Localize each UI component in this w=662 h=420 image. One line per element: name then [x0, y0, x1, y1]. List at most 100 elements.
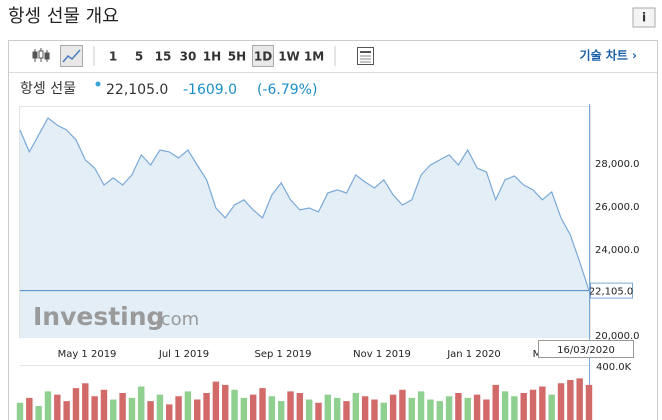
- volume-bar: [408, 397, 415, 420]
- volume-bar: [296, 393, 304, 420]
- interval-button[interactable]: 5H: [228, 50, 246, 64]
- page-title: 항셍 선물 개요: [8, 6, 119, 27]
- advanced-chart-link[interactable]: 기술 차트 ›: [580, 48, 638, 63]
- interval-button[interactable]: 1: [109, 50, 117, 64]
- quote-change-percent: (-6.79%): [257, 82, 317, 98]
- price-line: [19, 117, 590, 291]
- volume-bar: [380, 402, 387, 420]
- interval-selected[interactable]: [252, 45, 274, 67]
- info-button-label[interactable]: i: [642, 11, 646, 25]
- volume-bar: [576, 378, 583, 420]
- volume-bar: [417, 391, 425, 420]
- interval-button[interactable]: 1M: [304, 50, 324, 64]
- volume-bar: [324, 394, 332, 420]
- volume-bar: [343, 401, 350, 420]
- volume-bar: [501, 391, 509, 420]
- volume-bar: [427, 399, 434, 420]
- volume-bar: [520, 393, 527, 420]
- volume-bar: [100, 389, 108, 420]
- volume-bar: [147, 401, 154, 420]
- x-tick-label: May 1 2019: [58, 349, 117, 360]
- volume-bar: [539, 386, 546, 420]
- volume-bar: [259, 388, 266, 420]
- x-tick-label: Nov 1 2019: [353, 349, 411, 360]
- crosshair-date-box: [538, 340, 634, 358]
- volume-bar: [16, 402, 24, 420]
- volume-bar: [557, 383, 565, 420]
- current-price-box: [590, 282, 633, 299]
- candle-icon[interactable]: [32, 48, 50, 62]
- volume-bar: [315, 402, 322, 420]
- y-tick-label: 24,000.0: [595, 245, 640, 256]
- volume-bar: [305, 399, 313, 420]
- interval-button[interactable]: 5: [135, 50, 143, 64]
- line-chart-button[interactable]: [60, 45, 83, 67]
- volume-bar: [548, 394, 555, 420]
- interval-button[interactable]: 1H: [203, 50, 221, 64]
- live-dot: [95, 81, 101, 87]
- volume-bar: [91, 396, 98, 420]
- volume-bar: [389, 394, 397, 420]
- volume-bar: [511, 396, 518, 420]
- y-tick-label: 28,000.0: [595, 159, 640, 170]
- line-icon: [62, 49, 81, 63]
- volume-bar: [194, 399, 201, 420]
- volume-bar: [72, 388, 80, 420]
- interval-button[interactable]: 15: [155, 50, 172, 64]
- volume-bar: [473, 394, 481, 420]
- x-tick-label: Sep 1 2019: [254, 349, 311, 360]
- volume-bar: [63, 401, 70, 420]
- volume-bar: [166, 404, 173, 420]
- interval-button[interactable]: 1D: [254, 50, 272, 64]
- current-price-label: 22,105.0: [589, 287, 634, 298]
- volume-bar: [82, 383, 89, 420]
- volume-bar: [399, 389, 406, 420]
- volume-bar: [585, 384, 593, 420]
- volume-bar: [156, 394, 164, 420]
- volume-bar: [54, 394, 61, 420]
- volume-bar: [184, 391, 192, 420]
- x-tick-label: M: [533, 349, 542, 360]
- volume-bar: [222, 384, 229, 420]
- volume-bar: [436, 401, 443, 420]
- logo-brand: Investing: [33, 302, 164, 331]
- volume-bar: [110, 399, 117, 420]
- volume-bar: [175, 396, 182, 420]
- volume-bar: [371, 399, 378, 420]
- template-icon[interactable]: [357, 47, 374, 65]
- logo-domain: .com: [155, 309, 199, 330]
- quote-price: 22,105.0: [106, 82, 168, 98]
- volume-bar: [464, 397, 471, 420]
- volume-bar: [203, 393, 210, 420]
- volume-bar: [567, 380, 574, 420]
- volume-bar: [240, 397, 248, 420]
- volume-bar: [352, 393, 360, 420]
- volume-bar: [333, 397, 341, 420]
- volume-bar: [249, 394, 257, 420]
- quote-name: 항셍 선물: [20, 81, 76, 97]
- volume-bar: [119, 393, 126, 420]
- y-tick-label: 20,000.0: [595, 331, 640, 342]
- volume-bar: [44, 391, 52, 420]
- volume-bar: [361, 396, 369, 420]
- volume-tick-label: 400.0K: [596, 362, 632, 373]
- quote-change: -1609.0: [183, 82, 237, 98]
- volume-bar: [128, 397, 136, 420]
- volume-bar: [492, 384, 499, 420]
- interval-button[interactable]: 30: [180, 50, 197, 64]
- volume-bar: [231, 389, 238, 420]
- volume-bar: [455, 393, 462, 420]
- x-tick-label: Jul 1 2019: [158, 349, 209, 360]
- volume-bar: [268, 396, 276, 420]
- info-button[interactable]: [632, 7, 656, 28]
- interval-button[interactable]: 1W: [278, 50, 300, 64]
- volume-bar: [277, 401, 285, 420]
- crosshair-date: 16/03/2020: [557, 345, 615, 356]
- volume-bar: [483, 399, 490, 420]
- volume-bar: [26, 397, 33, 420]
- volume-bar: [445, 396, 453, 420]
- volume-bar: [529, 389, 537, 420]
- price-area: [20, 118, 589, 338]
- x-tick-label: Jan 1 2020: [446, 349, 501, 360]
